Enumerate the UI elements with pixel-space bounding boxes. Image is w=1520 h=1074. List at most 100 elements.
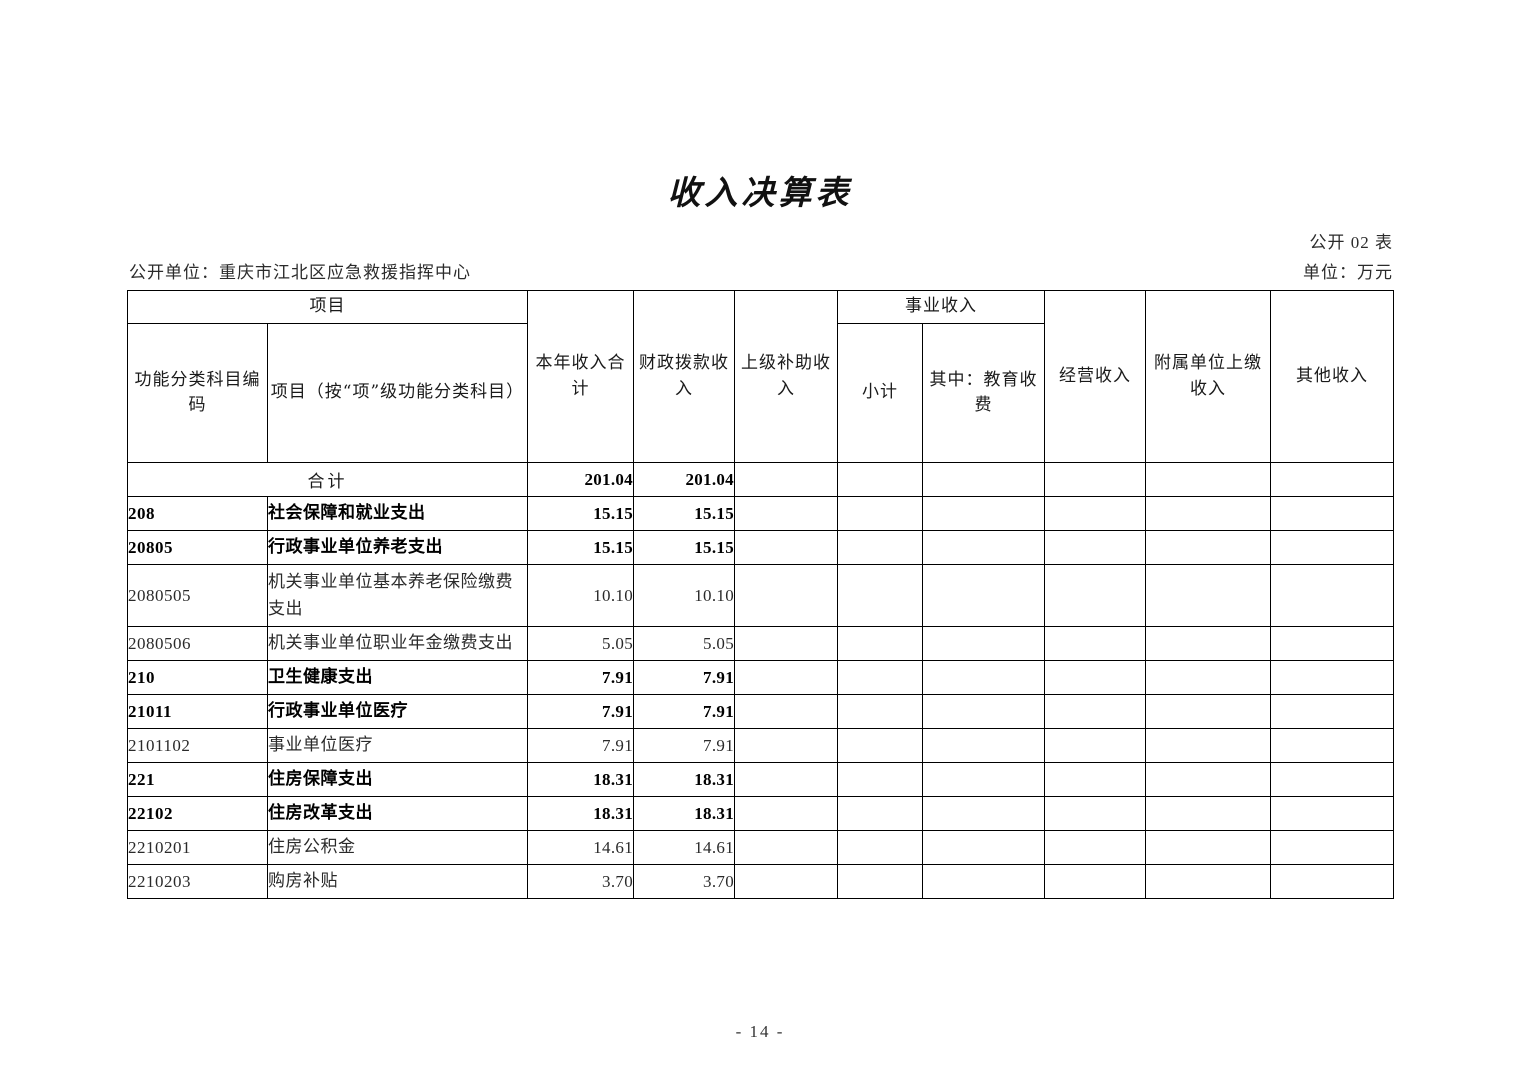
row-superior-subsidy: [734, 530, 838, 565]
row-fiscal-appropriation: 3.70: [633, 864, 735, 899]
table-row: 21011 行政事业单位医疗 7.91 7.91: [127, 694, 1394, 729]
row-code: 2080506: [127, 626, 268, 661]
row-operating-income: [1044, 530, 1146, 565]
row-item-name: 机关事业单位基本养老保险缴费支出: [267, 564, 528, 627]
row-code: 20805: [127, 530, 268, 565]
header-item-col: 项目（按“项”级功能分类科目）: [267, 323, 528, 463]
row-operating-income: [1044, 660, 1146, 695]
row-business-education-fee: [922, 762, 1045, 797]
form-number-label: 公开 02 表: [1309, 233, 1393, 252]
row-fiscal-appropriation: 15.15: [633, 496, 735, 531]
page-title: 收入决算表: [667, 173, 853, 212]
row-affiliated-unit-paid: [1145, 660, 1271, 695]
row-business-education-fee: [922, 626, 1045, 661]
row-code: 2210203: [127, 864, 268, 899]
row-fiscal-appropriation: 15.15: [633, 530, 735, 565]
row-item-name: 住房保障支出: [267, 762, 528, 797]
header-row-top: 项目 本年收入合计 财政拨款收入 上级补助收入 事业收入 经营收入 附属单位上缴…: [127, 290, 1394, 463]
row-business-subtotal: [837, 564, 923, 627]
row-affiliated-unit-paid: [1145, 626, 1271, 661]
row-other-income: [1270, 626, 1394, 661]
row-operating-income: [1044, 564, 1146, 627]
row-superior-subsidy: [734, 564, 838, 627]
row-superior-subsidy: [734, 796, 838, 831]
row-affiliated-unit-paid: [1145, 864, 1271, 899]
row-business-education-fee: [922, 530, 1045, 565]
table-row: 2101102 事业单位医疗 7.91 7.91: [127, 728, 1394, 763]
row-operating-income: [1044, 496, 1146, 531]
row-operating-income: [1044, 626, 1146, 661]
row-total-income: 18.31: [527, 796, 634, 831]
header-total-income: 本年收入合计: [527, 290, 634, 463]
header-affiliated-unit-paid: 附属单位上缴收入: [1145, 290, 1271, 463]
row-business-education-fee: [922, 830, 1045, 865]
row-affiliated-unit-paid: [1145, 796, 1271, 831]
row-code: 2210201: [127, 830, 268, 865]
row-operating-income: [1044, 694, 1146, 729]
row-other-income: [1270, 564, 1394, 627]
row-total-income: 7.91: [527, 728, 634, 763]
row-business-subtotal: [837, 796, 923, 831]
table-row: 208 社会保障和就业支出 15.15 15.15: [127, 496, 1394, 531]
table-row: 2210203 购房补贴 3.70 3.70: [127, 864, 1394, 899]
row-business-subtotal: [837, 864, 923, 899]
row-business-subtotal: [837, 530, 923, 565]
row-total-income: 7.91: [527, 660, 634, 695]
row-code: 210: [127, 660, 268, 695]
row-total-income: 15.15: [527, 530, 634, 565]
row-business-education-fee: [922, 660, 1045, 695]
row-fiscal-appropriation: 7.91: [633, 660, 735, 695]
row-fiscal-appropriation: 18.31: [633, 762, 735, 797]
row-item-name: 卫生健康支出: [267, 660, 528, 695]
row-other-income: [1270, 694, 1394, 729]
row-business-subtotal: [837, 728, 923, 763]
row-affiliated-unit-paid: [1145, 762, 1271, 797]
table-row: 210 卫生健康支出 7.91 7.91: [127, 660, 1394, 695]
header-other-income: 其他收入: [1270, 290, 1394, 463]
header-code-col: 功能分类科目编码: [127, 323, 268, 463]
row-other-income: [1270, 660, 1394, 695]
row-business-subtotal: [837, 830, 923, 865]
total-row-business-education-fee: [922, 462, 1045, 497]
row-total-income: 18.31: [527, 762, 634, 797]
row-total-income: 5.05: [527, 626, 634, 661]
header-business-subtotal: 小计: [837, 323, 923, 463]
row-superior-subsidy: [734, 728, 838, 763]
total-row-label: 合计: [127, 462, 528, 497]
header-business-income-group: 事业收入: [837, 290, 1045, 324]
row-other-income: [1270, 530, 1394, 565]
total-row-superior-subsidy: [734, 462, 838, 497]
header-row-main: 功能分类科目编码 项目（按“项”级功能分类科目） 小计 其中：教育收费: [127, 323, 1394, 463]
row-business-education-fee: [922, 864, 1045, 899]
total-row-affiliated-unit-paid: [1145, 462, 1271, 497]
row-affiliated-unit-paid: [1145, 530, 1271, 565]
row-other-income: [1270, 796, 1394, 831]
row-superior-subsidy: [734, 762, 838, 797]
row-business-subtotal: [837, 626, 923, 661]
row-fiscal-appropriation: 7.91: [633, 728, 735, 763]
table-row: 2080506 机关事业单位职业年金缴费支出 5.05 5.05: [127, 626, 1394, 661]
total-row-operating-income: [1044, 462, 1146, 497]
table-header: 项目 本年收入合计 财政拨款收入 上级补助收入 事业收入 经营收入 附属单位上缴…: [127, 290, 1394, 463]
header-fiscal-appropriation: 财政拨款收入: [633, 290, 735, 463]
row-fiscal-appropriation: 14.61: [633, 830, 735, 865]
row-item-name: 行政事业单位医疗: [267, 694, 528, 729]
header-operating-income: 经营收入: [1044, 290, 1146, 463]
row-operating-income: [1044, 762, 1146, 797]
row-operating-income: [1044, 796, 1146, 831]
row-total-income: 14.61: [527, 830, 634, 865]
row-affiliated-unit-paid: [1145, 728, 1271, 763]
row-superior-subsidy: [734, 496, 838, 531]
row-business-education-fee: [922, 728, 1045, 763]
row-affiliated-unit-paid: [1145, 830, 1271, 865]
page-footer: - 14 -: [735, 1022, 785, 1041]
row-operating-income: [1044, 728, 1146, 763]
total-row-total-income: 201.04: [527, 462, 634, 497]
row-fiscal-appropriation: 7.91: [633, 694, 735, 729]
row-business-subtotal: [837, 762, 923, 797]
row-fiscal-appropriation: 18.31: [633, 796, 735, 831]
row-total-income: 15.15: [527, 496, 634, 531]
row-other-income: [1270, 830, 1394, 865]
row-fiscal-appropriation: 5.05: [633, 626, 735, 661]
